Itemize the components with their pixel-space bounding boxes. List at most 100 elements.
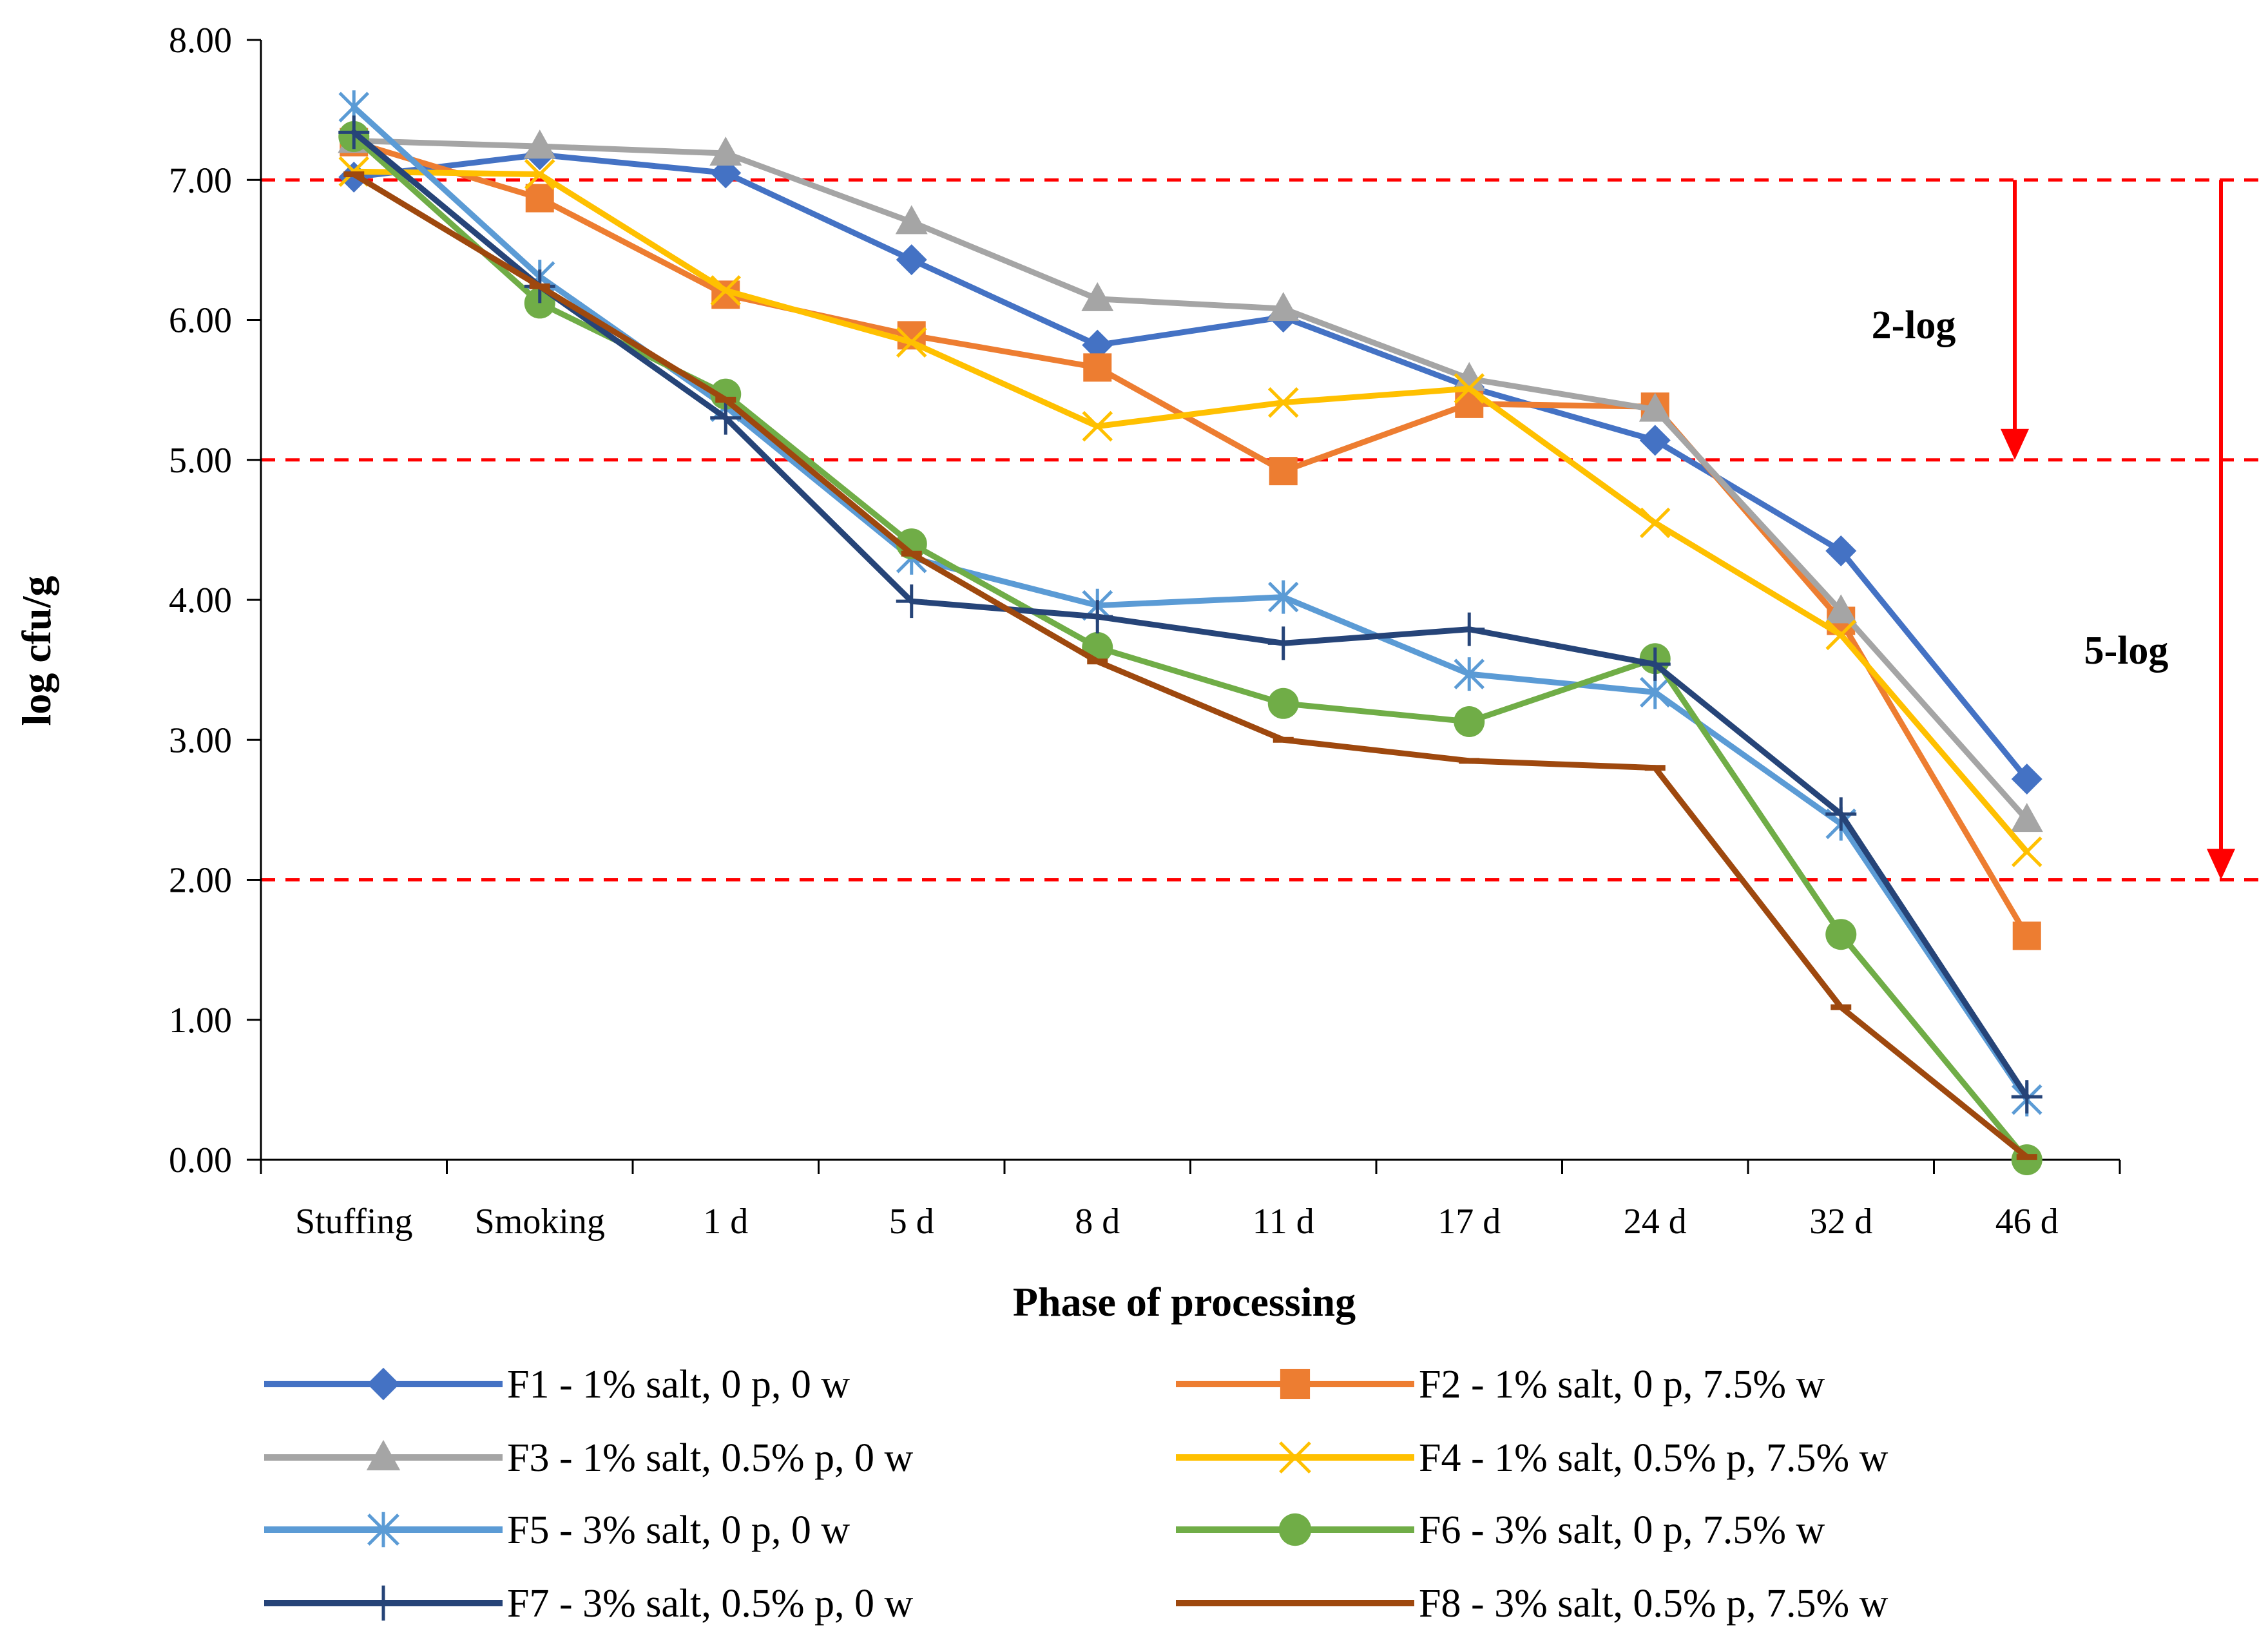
data-point bbox=[367, 1585, 400, 1621]
data-point bbox=[1082, 410, 1113, 442]
marker-stroke bbox=[1825, 619, 1857, 651]
data-point bbox=[2012, 921, 2041, 950]
data-point bbox=[1825, 797, 1857, 831]
data-point bbox=[2011, 836, 2042, 867]
data-point bbox=[1639, 425, 1671, 456]
axes: 0.00 1.00 2.00 3.00 4.00 5.00 6.00 7.00 8.00 Stuf… bbox=[169, 21, 2121, 1242]
data-point bbox=[710, 275, 742, 306]
data-point bbox=[367, 1512, 399, 1548]
data-point bbox=[525, 184, 554, 213]
data-point bbox=[1280, 1369, 1311, 1399]
data-point bbox=[1454, 373, 1485, 404]
marker-stroke bbox=[1639, 507, 1671, 539]
series-4 bbox=[338, 156, 2042, 867]
data-point bbox=[1453, 361, 1486, 391]
x-tick-label: Smoking bbox=[475, 1202, 605, 1242]
marker-stroke bbox=[1267, 387, 1299, 418]
data-point bbox=[1639, 675, 1671, 709]
data-point bbox=[896, 244, 927, 276]
y-tick-label: 2.00 bbox=[169, 861, 232, 901]
annotation-label: 2-log bbox=[1872, 303, 1956, 347]
data-point bbox=[367, 1367, 400, 1401]
data-point bbox=[1639, 507, 1671, 539]
y-tick-label: 5.00 bbox=[169, 441, 232, 481]
legend-item: F4 - 1% salt, 0.5% p, 7.5% w bbox=[1176, 1436, 1888, 1480]
x-tick-label: 11 d bbox=[1253, 1202, 1314, 1242]
y-tick-label: 7.00 bbox=[169, 160, 232, 200]
data-point bbox=[1083, 353, 1112, 382]
series-6 bbox=[338, 120, 2042, 1175]
data-point bbox=[1267, 580, 1299, 614]
series-1 bbox=[338, 139, 2042, 795]
y-tick-label: 1.00 bbox=[169, 1001, 232, 1041]
data-point bbox=[896, 327, 927, 358]
y-tick-label: 6.00 bbox=[169, 301, 232, 341]
x-axis-title: Phase of processing bbox=[1013, 1279, 1356, 1325]
legend-item: F1 - 1% salt, 0 p, 0 w bbox=[264, 1363, 850, 1407]
data-point bbox=[1278, 1513, 1312, 1546]
legend-item: F7 - 3% salt, 0.5% p, 0 w bbox=[264, 1582, 914, 1626]
x-tick-label: 8 d bbox=[1075, 1202, 1120, 1242]
legend-label: F7 - 3% salt, 0.5% p, 0 w bbox=[507, 1582, 914, 1626]
data-point bbox=[523, 130, 556, 159]
x-tick-label: 46 d bbox=[1995, 1202, 2059, 1242]
y-tick-label: 4.00 bbox=[169, 581, 232, 620]
marker-stroke bbox=[2011, 836, 2042, 867]
y-axis-title: log cfu/g bbox=[14, 576, 59, 726]
legend-label: F1 - 1% salt, 0 p, 0 w bbox=[507, 1363, 850, 1407]
x-tick-label: 17 d bbox=[1437, 1202, 1501, 1242]
marker-stroke bbox=[1454, 373, 1485, 404]
series-2 bbox=[340, 128, 2041, 950]
data-point bbox=[710, 401, 742, 435]
legend-label: F6 - 3% salt, 0 p, 7.5% w bbox=[1419, 1508, 1825, 1552]
series-3 bbox=[338, 124, 2043, 832]
y-tick-label: 8.00 bbox=[169, 21, 232, 61]
marker-stroke bbox=[1082, 410, 1113, 442]
marker-stroke bbox=[1279, 1441, 1311, 1474]
data-point bbox=[1267, 292, 1300, 322]
y-tick-label: 0.00 bbox=[169, 1140, 232, 1180]
x-tick-label: 5 d bbox=[889, 1202, 934, 1242]
annotation-label: 5-log bbox=[2084, 629, 2169, 673]
legend-item: F5 - 3% salt, 0 p, 0 w bbox=[264, 1508, 850, 1552]
series-line bbox=[351, 137, 2030, 823]
series-line bbox=[351, 133, 2030, 1163]
data-point bbox=[1825, 919, 1857, 950]
legend: F1 - 1% salt, 0 p, 0 w F2 - 1% salt, 0 p,… bbox=[264, 1363, 1888, 1626]
series-lines bbox=[338, 90, 2043, 1175]
annotation-arrow bbox=[2001, 180, 2029, 460]
series-line bbox=[351, 129, 2030, 1100]
legend-item: F8 - 3% salt, 0.5% p, 7.5% w bbox=[1176, 1582, 1888, 1626]
data-point bbox=[1825, 619, 1857, 651]
data-point bbox=[1639, 647, 1671, 681]
data-point bbox=[895, 205, 928, 235]
data-point bbox=[1267, 687, 1299, 719]
data-point bbox=[1825, 594, 1858, 624]
y-tick-label: 3.00 bbox=[169, 720, 232, 760]
legend-label: F8 - 3% salt, 0.5% p, 7.5% w bbox=[1419, 1582, 1888, 1626]
legend-label: F3 - 1% salt, 0.5% p, 0 w bbox=[507, 1436, 914, 1480]
series-line bbox=[351, 151, 2030, 782]
annotation-arrow bbox=[2207, 180, 2235, 880]
data-point bbox=[1279, 1441, 1311, 1474]
data-point bbox=[524, 287, 555, 319]
legend-item: F2 - 1% salt, 0 p, 7.5% w bbox=[1176, 1363, 1825, 1407]
data-point bbox=[709, 136, 742, 166]
reference-lines bbox=[261, 178, 2262, 881]
data-point bbox=[366, 1439, 401, 1470]
legend-item: F3 - 1% salt, 0.5% p, 0 w bbox=[264, 1436, 914, 1480]
data-point bbox=[1639, 392, 1671, 422]
data-point bbox=[1454, 657, 1485, 691]
data-point bbox=[1825, 535, 1857, 566]
marker-stroke bbox=[896, 327, 927, 358]
data-point bbox=[524, 159, 555, 190]
arrow-head bbox=[2207, 849, 2235, 880]
x-tick-label: Stuffing bbox=[295, 1202, 413, 1242]
marker-stroke bbox=[710, 275, 742, 306]
legend-label: F2 - 1% salt, 0 p, 7.5% w bbox=[1419, 1363, 1825, 1407]
x-tick-label: 24 d bbox=[1624, 1202, 1687, 1242]
legend-label: F4 - 1% salt, 0.5% p, 7.5% w bbox=[1419, 1436, 1888, 1480]
legend-item: F6 - 3% salt, 0 p, 7.5% w bbox=[1176, 1508, 1825, 1552]
series-line bbox=[351, 104, 2030, 1103]
